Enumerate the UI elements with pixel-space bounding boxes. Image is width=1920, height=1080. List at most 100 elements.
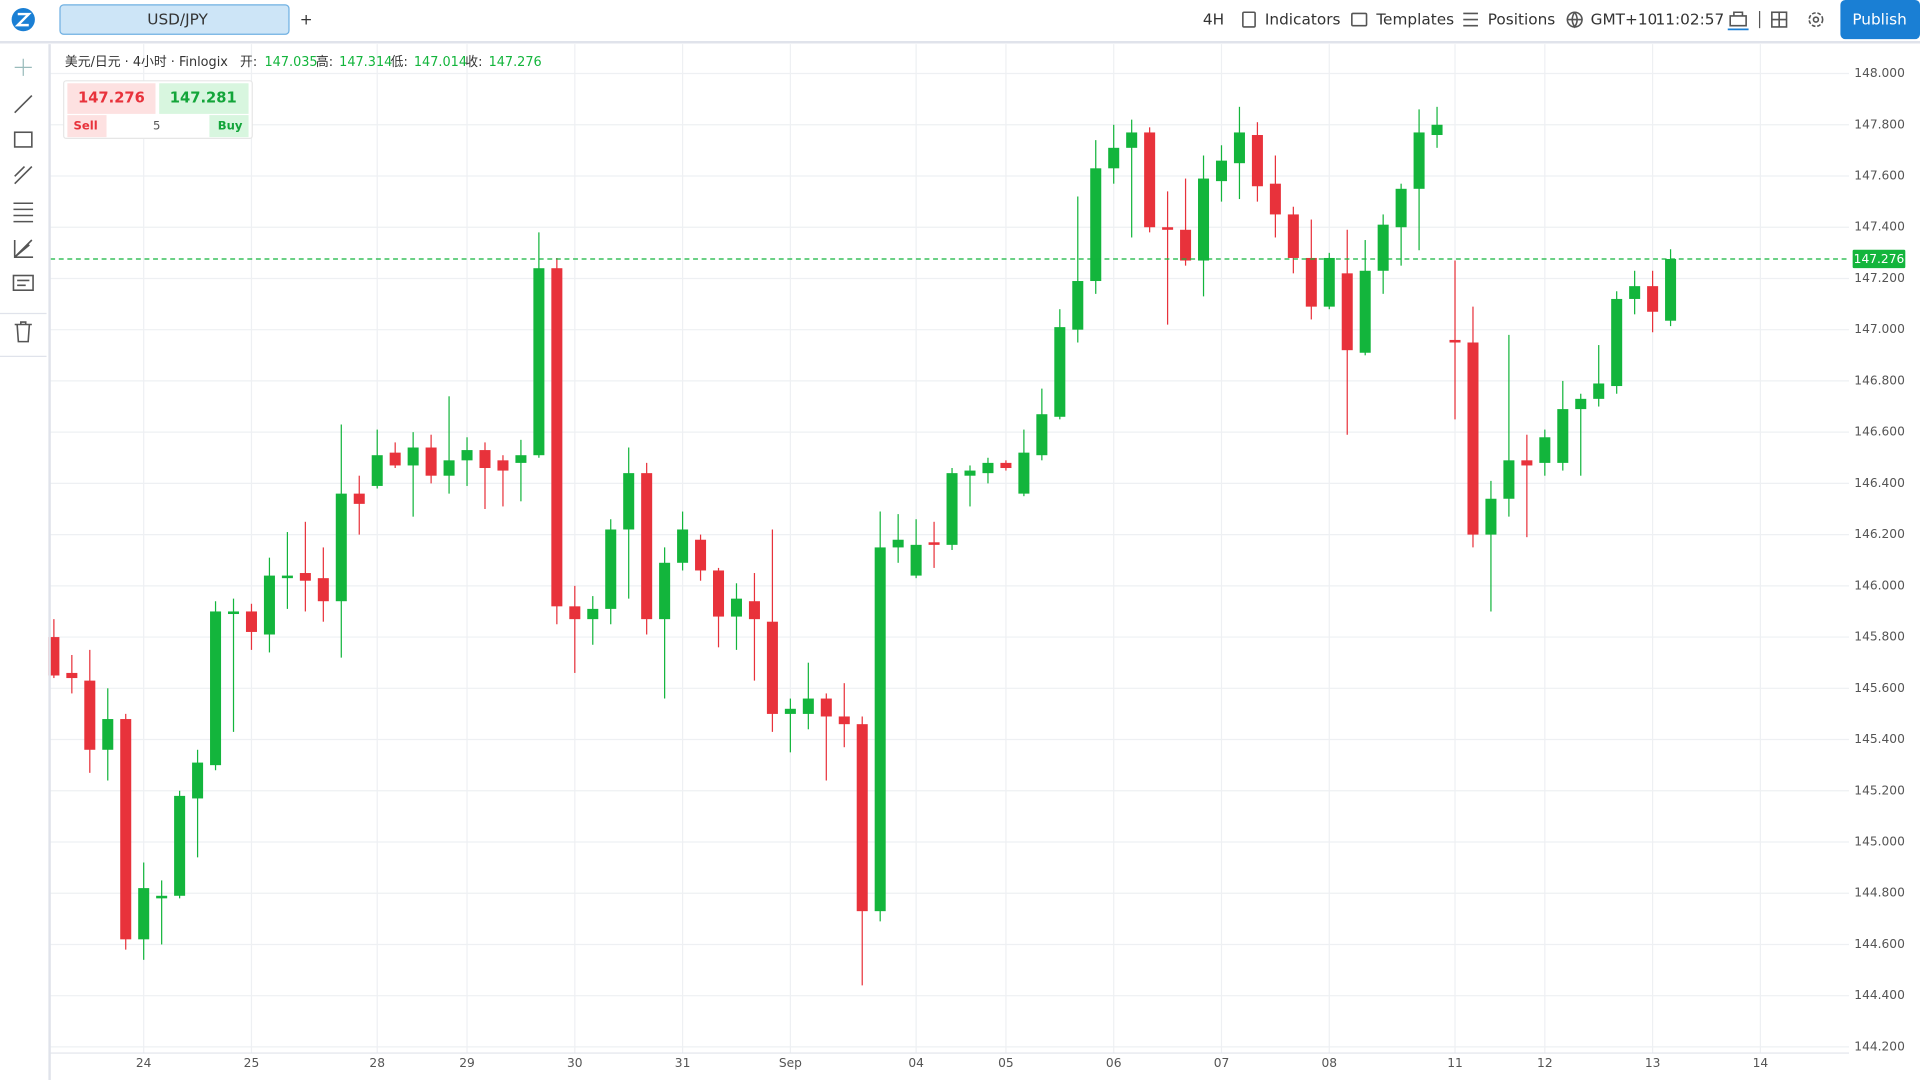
candle-body <box>371 455 383 486</box>
candle-body <box>353 493 365 504</box>
y-tick-label: 144.400 <box>1854 988 1905 1002</box>
interval[interactable]: 4H <box>1203 11 1224 29</box>
buy-button[interactable] <box>159 83 249 114</box>
candle-body <box>569 606 581 620</box>
low-label: 低: <box>391 55 408 70</box>
candle-body <box>102 719 114 750</box>
candle-body <box>964 470 976 476</box>
text-tool[interactable] <box>12 274 34 292</box>
candle-body <box>156 895 168 899</box>
templates-button[interactable]: Templates <box>1375 11 1454 29</box>
chart-area: 144.200 144.400 144.600 144.800 145.000 145.2… <box>48 44 1906 1070</box>
candle-body <box>748 601 760 620</box>
close-label: 收: <box>465 55 482 70</box>
timezone[interactable]: GMT+10 <box>1591 11 1658 29</box>
sell-button[interactable] <box>67 83 156 114</box>
y-tick-label: 146.600 <box>1854 425 1905 439</box>
positions-icon <box>1463 12 1478 27</box>
quantity[interactable]: 5 <box>153 119 160 133</box>
symbol-tab[interactable] <box>59 4 290 35</box>
candle-body <box>245 611 257 632</box>
candle-body <box>1521 460 1533 466</box>
lock-icon[interactable] <box>1729 11 1747 27</box>
candle-body <box>784 708 796 714</box>
x-tick-label: 11 <box>1447 1056 1463 1070</box>
y-tick-label: 147.000 <box>1854 322 1905 336</box>
y-tick-label: 144.800 <box>1854 886 1905 900</box>
channel-tool[interactable] <box>14 165 33 185</box>
candle-body <box>263 575 275 635</box>
open-value: 147.035 <box>264 55 317 70</box>
candle-body <box>802 698 814 714</box>
candle-body <box>820 698 832 717</box>
settings-icon[interactable] <box>1808 12 1824 28</box>
sell-price: 147.276 <box>78 90 145 107</box>
y-tick-label: 146.400 <box>1854 476 1905 490</box>
candle-body <box>605 529 617 609</box>
candle-body <box>1575 398 1587 410</box>
x-tick-label: 30 <box>567 1056 583 1070</box>
price-tag <box>1852 249 1906 269</box>
x-tick-label: 05 <box>998 1056 1014 1070</box>
candle-body <box>587 608 599 620</box>
positions-button[interactable]: Positions <box>1488 11 1556 29</box>
publish-label: Publish <box>1852 11 1907 29</box>
fib-tool[interactable] <box>13 202 34 223</box>
candle-body <box>533 268 545 456</box>
candle-body <box>1162 227 1174 230</box>
candle-body <box>84 680 96 750</box>
candle-body <box>228 611 240 615</box>
candle-body <box>317 578 329 602</box>
top-bar <box>0 0 1920 42</box>
y-tick-label: 148.000 <box>1854 66 1905 80</box>
candle-body <box>1000 462 1012 469</box>
candle-body <box>1287 214 1299 258</box>
publish-button[interactable] <box>1840 0 1920 40</box>
candle-body <box>713 570 725 617</box>
crosshair-tool[interactable] <box>14 58 32 76</box>
candle-body <box>1341 273 1353 351</box>
candle-body <box>1323 257 1335 307</box>
indicators-button[interactable]: Indicators <box>1265 11 1341 29</box>
layout-lines <box>1771 12 1787 27</box>
delete-tool[interactable] <box>14 321 32 343</box>
candle-body <box>641 473 653 620</box>
candle-body <box>551 268 563 607</box>
candle-body <box>1198 178 1210 261</box>
candle-body <box>1251 135 1263 187</box>
x-tick-label: 24 <box>136 1056 152 1070</box>
candle-body <box>1144 132 1156 228</box>
y-tick-label: 147.200 <box>1854 271 1905 285</box>
buy-label: Buy <box>218 119 243 133</box>
candle-body <box>928 542 940 545</box>
line-tool[interactable] <box>14 94 33 114</box>
add-tab[interactable]: + <box>300 11 313 29</box>
x-tick-label: 28 <box>369 1056 385 1070</box>
price-tag-label: 147.276 <box>1854 252 1905 266</box>
candle-body <box>210 611 222 766</box>
candle-body <box>730 598 742 617</box>
y-tick-label: 147.800 <box>1854 117 1905 131</box>
rect-tool[interactable] <box>13 131 33 148</box>
candle-body <box>1377 224 1389 271</box>
x-tick-label: 04 <box>908 1056 924 1070</box>
fan-tool[interactable] <box>13 239 34 258</box>
x-tick-label: 25 <box>244 1056 260 1070</box>
open-label: 开: <box>240 55 257 70</box>
buy-price: 147.281 <box>170 90 237 107</box>
candle-body <box>766 621 778 714</box>
x-tick-label: 13 <box>1645 1056 1661 1070</box>
candle-body <box>874 547 886 912</box>
templates-icon <box>1351 12 1368 27</box>
legend-title: 美元/日元 · 4小时 · Finlogix <box>65 55 228 70</box>
x-tick-label: 12 <box>1537 1056 1553 1070</box>
x-tick-label: 07 <box>1214 1056 1230 1070</box>
y-tick-label: 146.000 <box>1854 578 1905 592</box>
candle-body <box>515 455 527 463</box>
sell-label: Sell <box>73 119 97 133</box>
candle-body <box>1413 132 1425 189</box>
candle-body <box>1108 147 1120 169</box>
candle-body <box>1665 258 1677 321</box>
buy-tag <box>209 115 249 138</box>
